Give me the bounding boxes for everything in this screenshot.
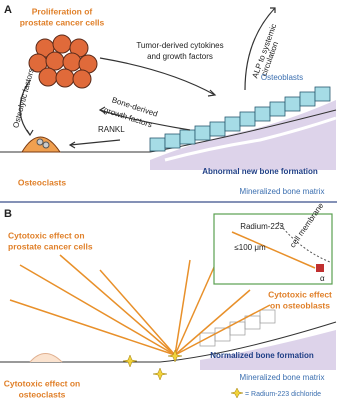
label: Cytotoxic effect on xyxy=(8,230,85,240)
nucleus xyxy=(316,264,324,272)
label: Radium-223 xyxy=(240,222,284,231)
alpha-arrows xyxy=(9,254,271,356)
label: prostate cancer cells xyxy=(8,241,93,251)
label: Tumor-derived cytokines xyxy=(136,41,223,50)
label: on osteoblasts xyxy=(270,300,330,310)
osteoblast-row xyxy=(149,86,331,152)
label: Mineralized bone matrix xyxy=(240,373,325,382)
legend-label: = Radium-223 dichloride xyxy=(245,391,321,398)
panel-label: A xyxy=(4,4,12,16)
label: Proliferation of xyxy=(32,6,93,16)
label: osteoclasts xyxy=(19,389,66,399)
label: Osteoblasts xyxy=(261,73,303,82)
label: Cytotoxic effect on xyxy=(4,378,81,388)
label: Abnormal new bone formation xyxy=(202,167,318,176)
label: prostate cancer cells xyxy=(20,17,105,27)
bone-matrix-b xyxy=(0,321,337,370)
label: ≤100 μm xyxy=(234,243,266,252)
osteoclast xyxy=(21,136,61,153)
label: Mineralized bone matrix xyxy=(240,187,325,196)
panel-label: B xyxy=(4,208,12,220)
arrows-a xyxy=(19,7,276,149)
cell-outlines xyxy=(199,309,276,347)
label: and growth factors xyxy=(147,52,213,61)
label: Normalized bone formation xyxy=(210,351,314,360)
label: α xyxy=(320,274,325,283)
label: RANKL xyxy=(98,125,125,134)
cancer-cells xyxy=(28,34,98,89)
label: Cytotoxic effect xyxy=(268,289,332,299)
inset-arrow xyxy=(231,231,316,269)
label: Osteoclasts xyxy=(18,177,66,187)
membrane-line xyxy=(277,221,331,263)
label: Osteolytic factors xyxy=(11,67,36,129)
radium-stars xyxy=(122,349,244,399)
